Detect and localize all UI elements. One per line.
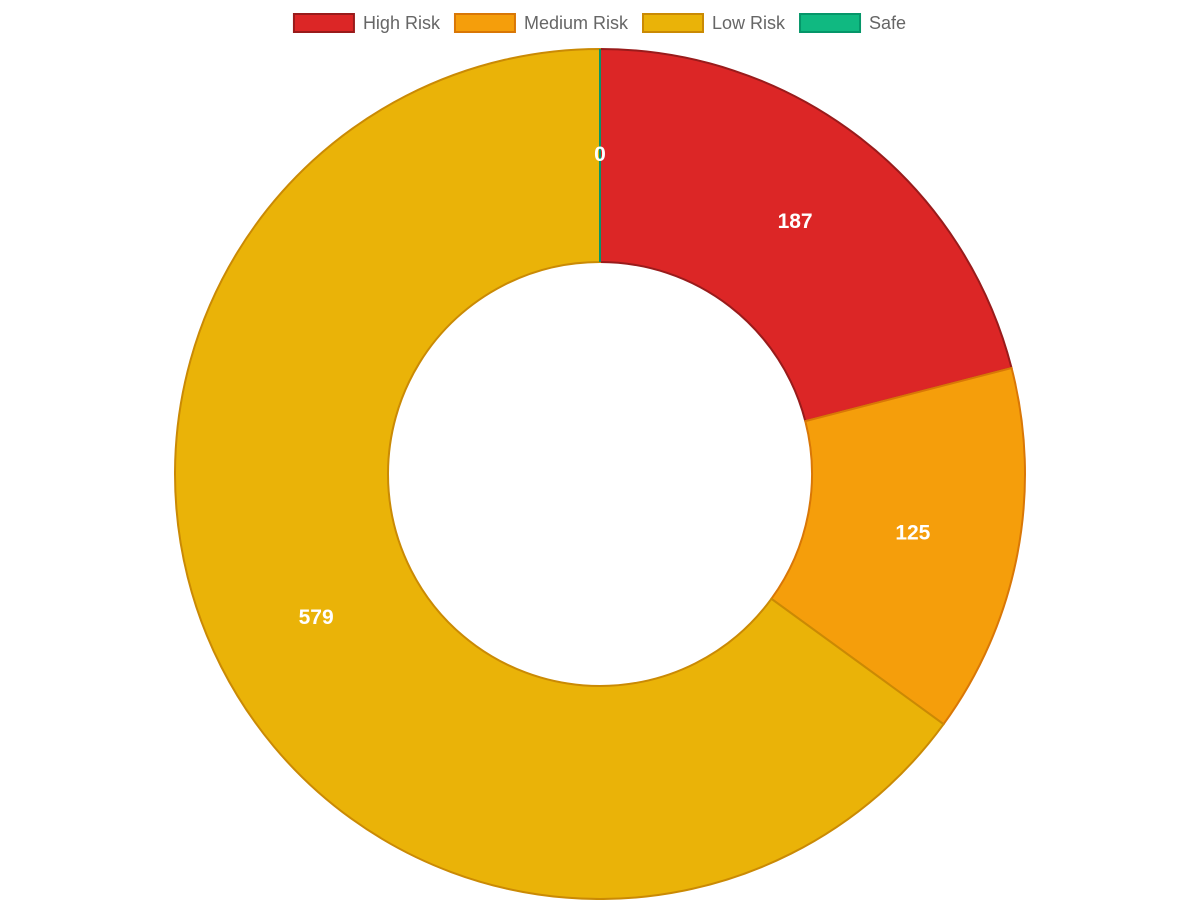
legend-swatch xyxy=(799,13,862,33)
data-label: 0 xyxy=(594,143,606,166)
legend: High Risk Medium Risk Low Risk Safe xyxy=(292,13,906,33)
data-label: 579 xyxy=(299,606,334,629)
slice xyxy=(174,47,945,900)
legend-label: Medium Risk xyxy=(524,13,629,33)
legend-label: Low Risk xyxy=(712,13,786,33)
legend-swatch xyxy=(453,13,516,33)
legend-label: Safe xyxy=(869,13,906,33)
slice xyxy=(769,366,1026,726)
data-label: 125 xyxy=(895,521,930,544)
data-label: 187 xyxy=(778,210,813,233)
legend-label: High Risk xyxy=(363,13,441,33)
legend-swatch xyxy=(642,13,704,33)
slice xyxy=(599,47,1013,423)
legend-swatch xyxy=(292,13,355,33)
